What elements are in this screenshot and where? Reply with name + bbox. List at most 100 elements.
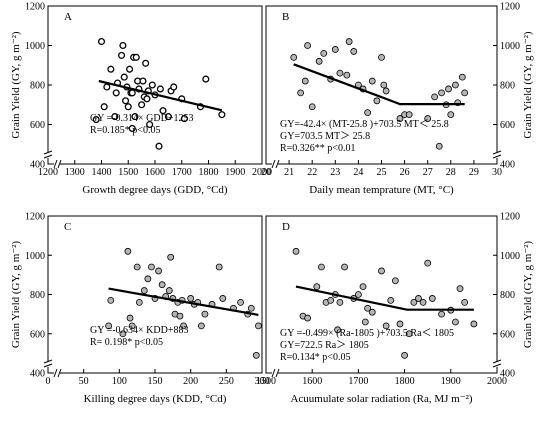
data-point xyxy=(331,46,339,53)
data-point xyxy=(424,115,432,122)
fit-line xyxy=(293,63,465,106)
data-point xyxy=(140,287,148,294)
x-tick-label: 2000 xyxy=(252,167,272,178)
data-point xyxy=(159,107,167,115)
data-point xyxy=(361,318,369,326)
data-point xyxy=(128,124,136,132)
data-point xyxy=(139,77,147,85)
data-point xyxy=(354,291,362,298)
data-point xyxy=(103,83,111,91)
data-point xyxy=(410,298,418,306)
x-tick-label: 28 xyxy=(446,167,456,178)
data-point xyxy=(135,298,143,306)
data-point xyxy=(341,263,348,271)
x-tick-label: 27 xyxy=(423,167,433,178)
x-tick-label: 1900 xyxy=(441,376,461,387)
x-tick-label: 24 xyxy=(353,167,363,178)
regression-annotation: R= 0.198* p<0.05 xyxy=(90,337,163,348)
y-tick-label: 400 xyxy=(30,369,45,380)
x-tick-label: 20 xyxy=(261,167,271,178)
data-point xyxy=(396,320,404,328)
y-tick-label: 600 xyxy=(500,120,515,131)
regression-annotation: GY=703.5 MT＞ 25.8 xyxy=(280,131,370,142)
data-point xyxy=(218,111,226,119)
data-point xyxy=(378,267,385,275)
axis-break-mark xyxy=(43,359,53,368)
data-point xyxy=(255,322,262,330)
data-point xyxy=(133,263,141,271)
y-tick-label: 1200 xyxy=(25,2,45,13)
x-tick-label: 1600 xyxy=(145,167,165,178)
data-point xyxy=(350,48,358,55)
y-tick-label: 1000 xyxy=(500,41,520,52)
x-tick-label: 1700 xyxy=(172,167,192,178)
axis-break-mark xyxy=(53,368,62,378)
y-tick-label: 800 xyxy=(30,81,45,92)
data-point xyxy=(292,247,300,255)
y-tick-label: 600 xyxy=(30,329,45,340)
data-point xyxy=(359,283,367,291)
panel-a: 1200 1300 1400 1500 1600 1700 1800 1900 2000 400 6… xyxy=(10,2,272,197)
data-point xyxy=(301,77,309,85)
data-point xyxy=(128,89,136,97)
x-tick-label: 50 xyxy=(79,376,89,387)
data-point xyxy=(327,296,335,304)
data-point xyxy=(164,113,172,121)
data-point xyxy=(143,95,151,103)
x-tick-label: 1500 xyxy=(256,376,276,387)
x-tick-label: 1300 xyxy=(65,167,85,178)
x-tick-label: 1700 xyxy=(348,376,368,387)
x-tick-label: 29 xyxy=(469,167,479,178)
y-axis-label: Grain Yield (GY, g m⁻²) xyxy=(522,241,534,349)
data-point xyxy=(456,285,464,293)
data-point xyxy=(155,142,163,150)
y-tick-label: 400 xyxy=(500,160,515,171)
x-tick-label: 150 xyxy=(148,376,163,387)
data-point xyxy=(415,295,422,302)
x-tick-label: 300 xyxy=(255,376,270,387)
data-point xyxy=(318,263,325,271)
data-point xyxy=(320,50,328,57)
panel-letter: A xyxy=(64,11,72,23)
panel-letter: C xyxy=(64,221,71,233)
data-point xyxy=(148,263,155,271)
data-point xyxy=(401,351,409,359)
data-point xyxy=(97,37,106,46)
y-tick-label: 800 xyxy=(500,290,515,301)
y-tick-label: 400 xyxy=(500,369,515,380)
x-tick-label: 250 xyxy=(219,376,234,387)
data-point xyxy=(343,71,351,79)
data-point xyxy=(128,322,136,330)
x-tick-label: 0 xyxy=(46,376,51,387)
data-point xyxy=(364,304,372,312)
x-tick-label: 1900 xyxy=(225,167,245,178)
data-point xyxy=(336,298,344,306)
regression-annotation: GY =-0.499× (Ra-1805 )+703.5 Ra＜ 1805 xyxy=(280,328,454,339)
data-point xyxy=(334,326,342,334)
regression-annotation: R=0.134* p<0.05 xyxy=(280,352,350,363)
data-point xyxy=(438,310,445,318)
x-tick-label: 26 xyxy=(400,167,410,178)
fit-line xyxy=(295,285,474,311)
data-point xyxy=(237,298,245,306)
data-point xyxy=(202,75,210,83)
y-tick-label: 1200 xyxy=(500,212,520,223)
data-point xyxy=(107,65,115,73)
x-axis-label: Killing degree days (KDD, °Cd) xyxy=(84,393,227,405)
data-point xyxy=(428,295,436,302)
data-point xyxy=(132,53,140,61)
data-point xyxy=(290,53,298,61)
y-tick-label: 1000 xyxy=(25,251,45,262)
data-point xyxy=(92,116,100,124)
data-point xyxy=(452,81,459,89)
data-point xyxy=(119,41,127,50)
y-tick-label: 1200 xyxy=(25,212,45,223)
data-point xyxy=(378,53,385,61)
data-point xyxy=(146,120,154,129)
x-tick-label: 200 xyxy=(183,376,198,387)
data-point xyxy=(142,59,150,67)
x-tick-label: 1600 xyxy=(302,376,322,387)
regression-annotation: R=0.326** p<0.01 xyxy=(280,143,355,154)
data-point xyxy=(219,295,227,302)
